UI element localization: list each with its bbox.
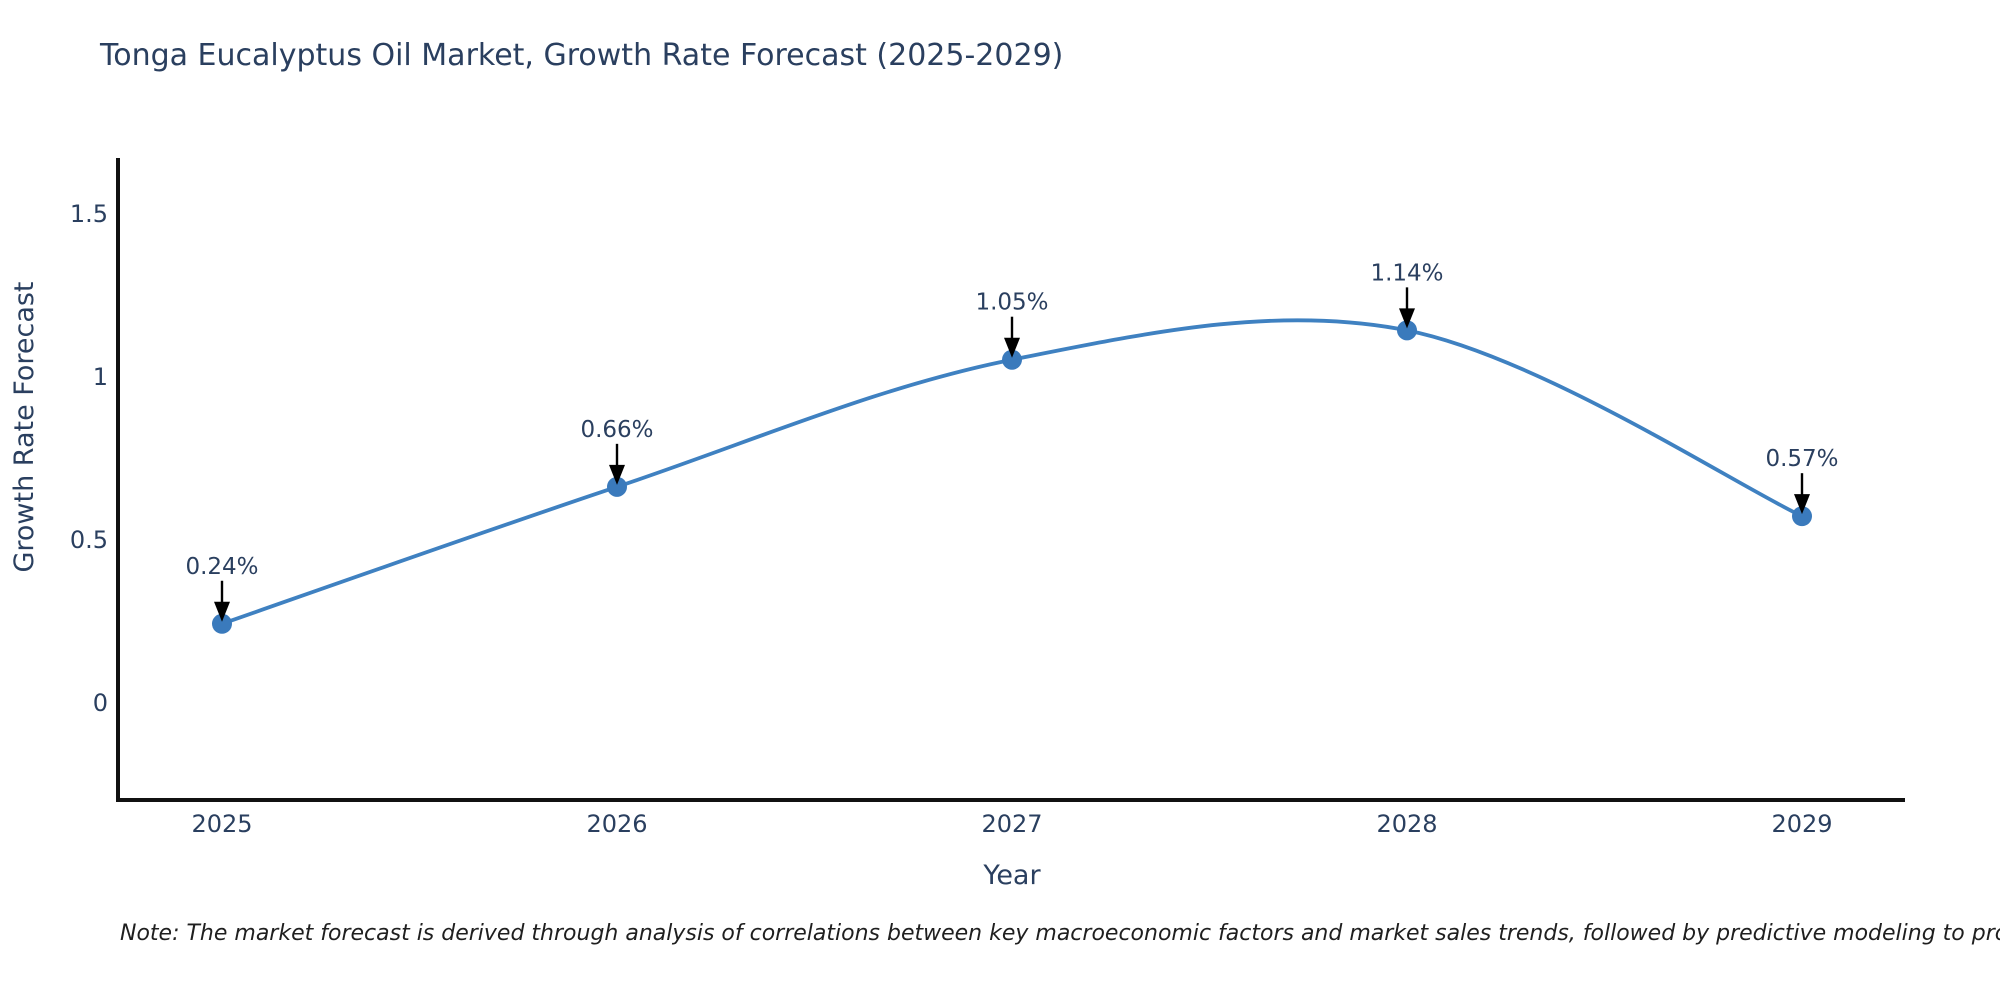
x-tick-label: 2027 <box>981 810 1042 838</box>
point-value-label: 1.05% <box>975 290 1048 316</box>
x-tick-labels: 2025 2026 2027 2028 2029 <box>191 810 1832 838</box>
y-tick-label: 1 <box>93 363 108 391</box>
annotation-arrowhead-icon <box>1794 494 1810 515</box>
annotation-arrowhead-icon <box>1004 337 1020 358</box>
annotation-arrowhead-icon <box>1399 308 1415 329</box>
annotation-arrowhead-icon <box>609 464 625 485</box>
point-value-label: 0.24% <box>185 554 258 580</box>
x-tick-label: 2026 <box>586 810 647 838</box>
chart-title: Tonga Eucalyptus Oil Market, Growth Rate… <box>100 38 1064 73</box>
y-axis-title: Growth Rate Forecast <box>9 281 40 573</box>
annotation-arrowhead-icon <box>214 601 230 622</box>
series-group <box>212 318 1812 634</box>
data-point-marker <box>1002 349 1022 370</box>
y-tick-label: 0.5 <box>70 526 108 554</box>
x-tick-label: 2028 <box>1376 810 1437 838</box>
annotations-group: 0.24% 0.66% 1.05% 1.14% 0.57% <box>185 260 1839 622</box>
axes <box>116 158 1905 802</box>
footnote: Note: The market forecast is derived thr… <box>120 921 2000 946</box>
data-point-marker <box>607 476 627 497</box>
y-tick-labels: 0 0.5 1 1.5 <box>70 200 108 717</box>
x-axis-title: Year <box>983 860 1041 891</box>
point-value-label: 1.14% <box>1370 260 1443 286</box>
point-value-label: 0.66% <box>580 417 653 443</box>
point-value-label: 0.57% <box>1765 446 1838 472</box>
y-tick-label: 1.5 <box>70 200 108 228</box>
x-tick-label: 2025 <box>191 810 252 838</box>
x-tick-label: 2029 <box>1771 810 1832 838</box>
data-point-marker <box>212 613 232 634</box>
y-tick-label: 0 <box>93 689 108 717</box>
data-point-marker <box>1397 320 1417 341</box>
data-point-marker <box>1792 506 1812 527</box>
